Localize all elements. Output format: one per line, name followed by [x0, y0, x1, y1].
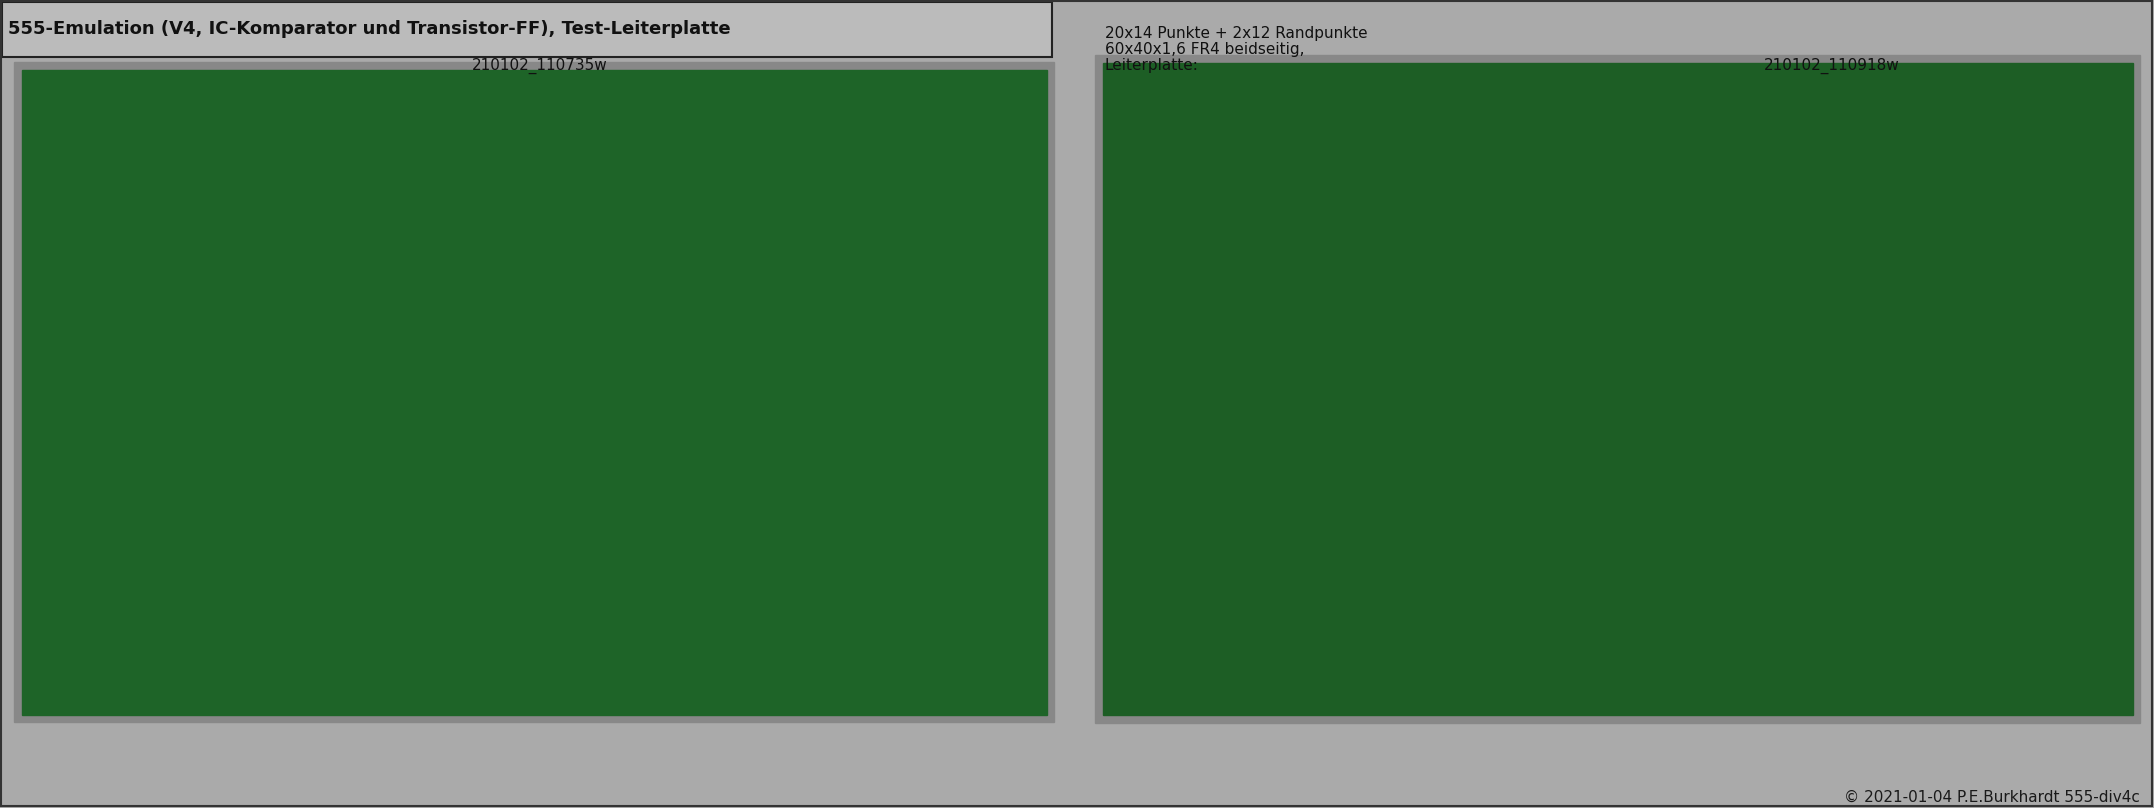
Bar [1094, 55, 2141, 723]
Text: Leiterplatte:: Leiterplatte: [1105, 58, 1200, 73]
Text: 555-Emulation (V4, IC-Komparator und Transistor-FF), Test-Leiterplatte: 555-Emulation (V4, IC-Komparator und Tra… [9, 20, 730, 38]
Bar [13, 62, 1053, 722]
Text: 20x14 Punkte + 2x12 Randpunkte: 20x14 Punkte + 2x12 Randpunkte [1105, 26, 1368, 41]
Text: © 2021-01-04 P.E.Burkhardt 555-div4c: © 2021-01-04 P.E.Burkhardt 555-div4c [1844, 790, 2141, 805]
Text: 210102_110918w: 210102_110918w [1764, 58, 1900, 74]
Bar [2, 2, 1051, 57]
Text: 210102_110735w: 210102_110735w [472, 58, 607, 74]
Bar [1103, 63, 2132, 715]
Text: 60x40x1,6 FR4 beidseitig,: 60x40x1,6 FR4 beidseitig, [1105, 42, 1305, 57]
Bar [22, 70, 1047, 715]
